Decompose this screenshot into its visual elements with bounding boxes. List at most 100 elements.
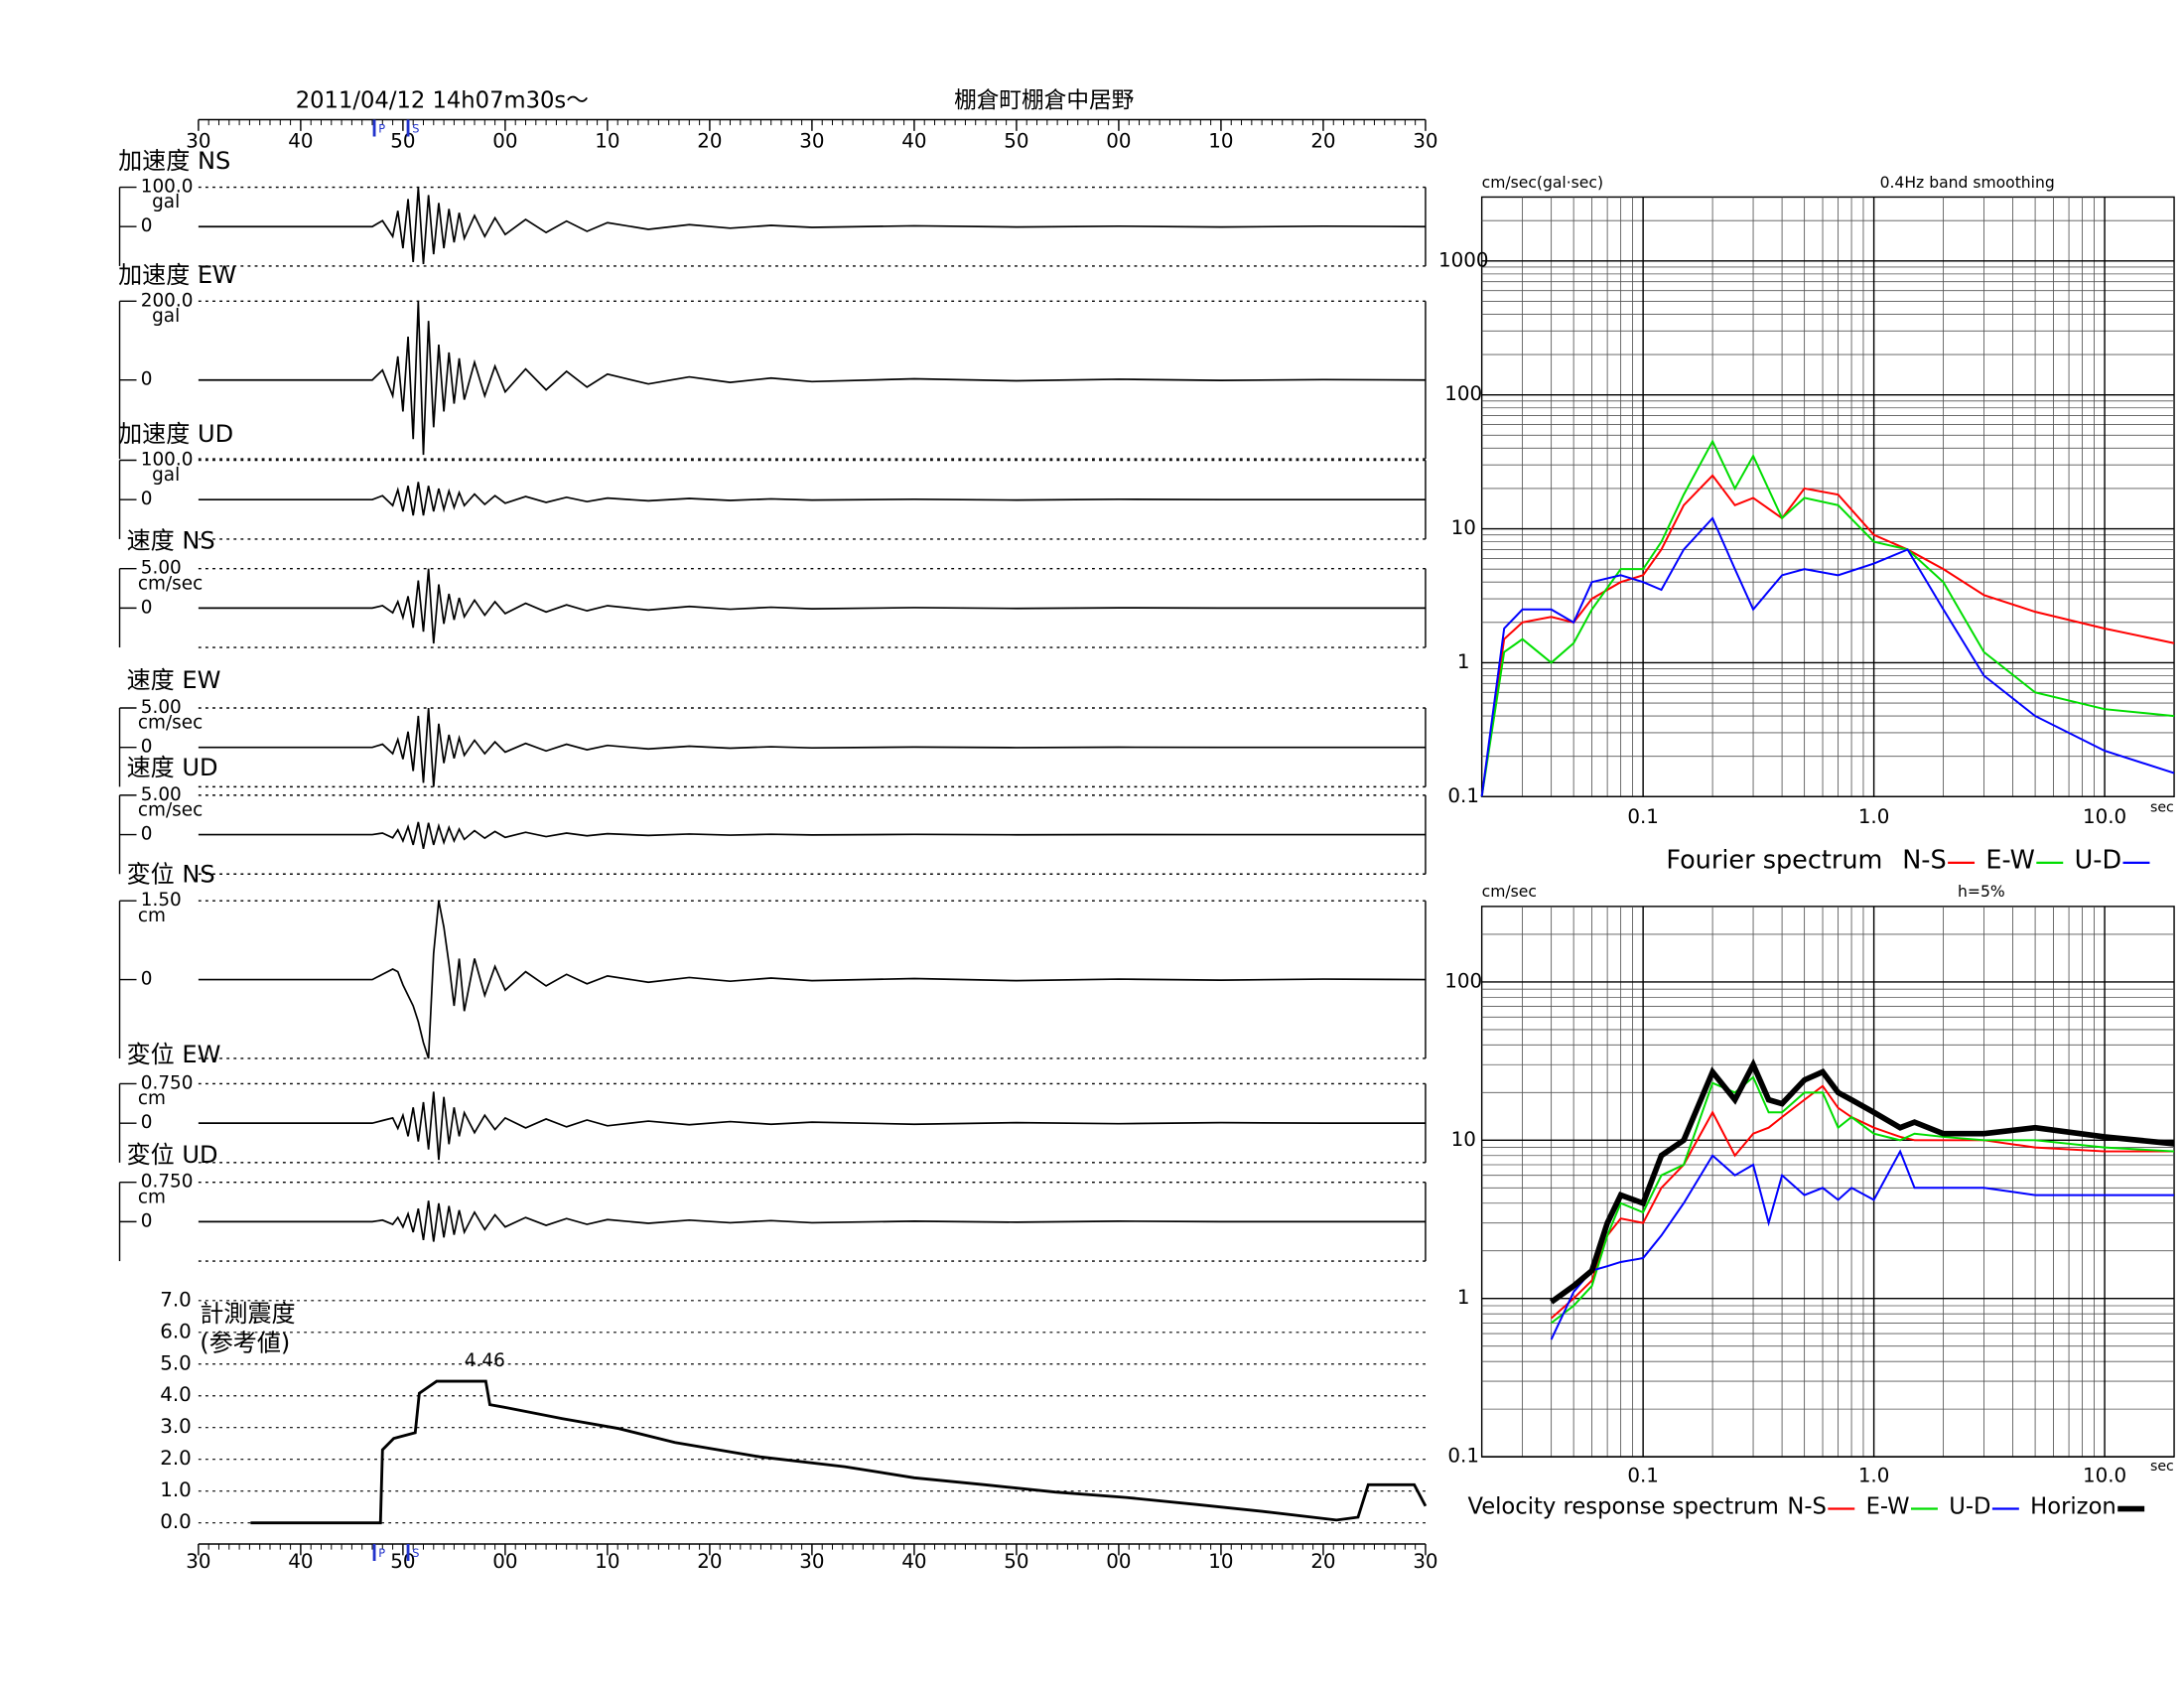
x-tick-label: 0.1 bbox=[1627, 805, 1659, 828]
phase-label: S bbox=[412, 121, 419, 135]
time-tick-label: 20 bbox=[697, 130, 722, 153]
unit-label: gal bbox=[152, 192, 180, 212]
x-tick-label: 1.0 bbox=[1858, 805, 1890, 828]
time-tick-label: 30 bbox=[799, 130, 824, 153]
y-tick-label: 10 bbox=[1451, 516, 1476, 539]
trace-title: 変位 UD bbox=[127, 1141, 218, 1169]
minor-grid bbox=[1481, 906, 2175, 1458]
time-tick-label: 00 bbox=[492, 1550, 517, 1573]
y-tick-label: 1 bbox=[1457, 1286, 1470, 1309]
y-tick-label: 5.0 bbox=[160, 1351, 192, 1374]
y-axis-unit: cm/sec(gal·sec) bbox=[1482, 174, 1603, 192]
y-tick-label: 7.0 bbox=[160, 1288, 192, 1311]
time-tick-label: 00 bbox=[1106, 130, 1131, 153]
time-tick-label: 10 bbox=[595, 130, 619, 153]
waveform bbox=[198, 482, 1426, 516]
legend-label: Horizon bbox=[2030, 1494, 2116, 1520]
waveform bbox=[198, 707, 1426, 787]
spectrum-line bbox=[1480, 516, 2175, 797]
unit-label: gal bbox=[152, 465, 180, 486]
y-tick-label: 0 bbox=[141, 489, 153, 509]
y-tick-label: 3.0 bbox=[160, 1415, 192, 1438]
unit-label: cm/sec bbox=[138, 799, 203, 820]
spectrum-line bbox=[1551, 1075, 2175, 1325]
trace-title: 加速度 NS bbox=[118, 147, 230, 175]
y-tick-label: 0.750 bbox=[141, 1072, 194, 1093]
time-tick-label: 10 bbox=[595, 1550, 619, 1573]
y-tick-label: 0 bbox=[141, 369, 153, 390]
y-tick-label: 200.0 bbox=[141, 290, 194, 311]
unit-label: cm bbox=[138, 1088, 166, 1109]
waveform bbox=[198, 568, 1426, 644]
waveform bbox=[198, 187, 1426, 264]
y-tick-label: 1000 bbox=[1438, 248, 1488, 271]
spectrum-line bbox=[1480, 439, 2175, 797]
waveform bbox=[198, 1200, 1426, 1242]
waveform bbox=[198, 821, 1426, 850]
y-tick-label: 1.50 bbox=[141, 890, 182, 911]
time-tick-label: 10 bbox=[1208, 130, 1233, 153]
spectrum-line bbox=[1480, 474, 2175, 797]
waveform bbox=[198, 1091, 1426, 1161]
y-tick-label: 0.1 bbox=[1447, 1445, 1479, 1468]
plot-note: 0.4Hz band smoothing bbox=[1880, 174, 2055, 192]
x-axis-unit: sec bbox=[2150, 800, 2174, 816]
peak-label: 4.46 bbox=[465, 1350, 505, 1371]
x-tick-label: 10.0 bbox=[2083, 1464, 2126, 1486]
y-tick-label: 5.00 bbox=[141, 784, 182, 805]
time-tick-label: 40 bbox=[901, 1550, 926, 1573]
unit-label: cm/sec bbox=[138, 713, 203, 734]
time-tick-label: 30 bbox=[186, 130, 210, 153]
y-tick-label: 6.0 bbox=[160, 1320, 192, 1342]
x-tick-label: 1.0 bbox=[1858, 1464, 1890, 1486]
x-tick-label: 10.0 bbox=[2083, 805, 2126, 828]
trace-title: 速度 EW bbox=[127, 666, 221, 694]
spectrum-line bbox=[1549, 1057, 2175, 1305]
time-tick-label: 20 bbox=[1310, 1550, 1335, 1573]
time-tick-label: 00 bbox=[492, 130, 517, 153]
legend-title: Fourier spectrum bbox=[1666, 846, 1882, 876]
y-tick-label: 0.750 bbox=[141, 1172, 194, 1193]
y-tick-label: 100 bbox=[1444, 382, 1482, 405]
time-tick-label: 10 bbox=[1208, 1550, 1233, 1573]
time-tick-label: 30 bbox=[799, 1550, 824, 1573]
y-tick-label: 0 bbox=[141, 737, 153, 758]
phase-label: P bbox=[378, 1546, 385, 1560]
legend-label: U-D bbox=[2075, 846, 2122, 876]
y-tick-label: 1 bbox=[1457, 650, 1470, 673]
legend-label: U-D bbox=[1949, 1494, 1990, 1520]
x-axis-unit: sec bbox=[2150, 1459, 2174, 1475]
y-tick-label: 100.0 bbox=[141, 177, 194, 198]
legend-title: Velocity response spectrum bbox=[1467, 1494, 1778, 1520]
y-tick-label: 0 bbox=[141, 215, 153, 236]
trace-title: 変位 NS bbox=[127, 861, 215, 889]
y-tick-label: 100.0 bbox=[141, 450, 194, 471]
time-tick-label: 20 bbox=[697, 1550, 722, 1573]
y-tick-label: 2.0 bbox=[160, 1447, 192, 1470]
station-name: 棚倉町棚倉中居野 bbox=[954, 88, 1134, 114]
waveform bbox=[198, 301, 1426, 456]
time-tick-label: 40 bbox=[288, 130, 313, 153]
unit-label: cm bbox=[138, 1187, 166, 1207]
y-tick-label: 10 bbox=[1451, 1128, 1476, 1151]
y-tick-label: 1.0 bbox=[160, 1478, 192, 1501]
legend-label: N-S bbox=[1902, 846, 1946, 876]
y-tick-label: 0 bbox=[141, 597, 153, 618]
time-tick-label: 30 bbox=[186, 1550, 210, 1573]
spectrum-line bbox=[1550, 1149, 2175, 1340]
y-axis-unit: cm/sec bbox=[1482, 883, 1537, 901]
time-tick-label: 30 bbox=[1413, 1550, 1437, 1573]
trace-title: 加速度 EW bbox=[118, 261, 236, 289]
phase-label: S bbox=[412, 1546, 419, 1560]
y-tick-label: 5.00 bbox=[141, 697, 182, 718]
trace-title: 速度 NS bbox=[127, 527, 215, 555]
y-tick-label: 4.0 bbox=[160, 1383, 192, 1406]
y-tick-label: 100 bbox=[1444, 969, 1482, 992]
y-tick-label: 0 bbox=[141, 1210, 153, 1231]
spectrum-line bbox=[1550, 1084, 2175, 1320]
legend-label: E-W bbox=[1985, 846, 2035, 876]
unit-label: cm/sec bbox=[138, 573, 203, 594]
waveform bbox=[198, 901, 1426, 1059]
